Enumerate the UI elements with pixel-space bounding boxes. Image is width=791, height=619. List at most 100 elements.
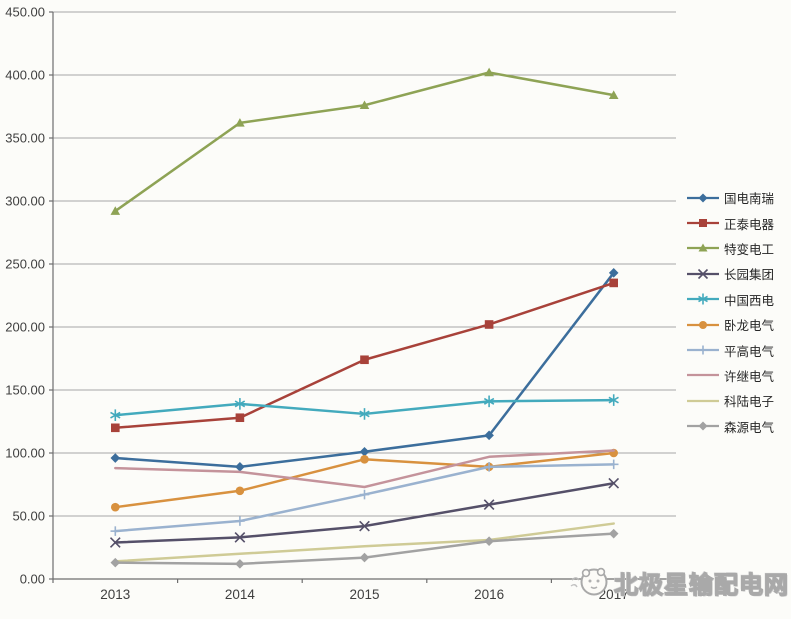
data-point-marker [234,532,246,543]
data-point-marker [235,462,245,472]
series-2 [110,67,619,215]
data-point-marker [697,268,709,279]
data-point-marker [608,477,620,489]
data-point-marker [111,423,120,433]
chart-legend: 国电南瑞正泰电器特变电工长园集团中国西电卧龙电气平高电气许继电气科陆电子森源电气 [686,185,791,439]
data-point-marker [699,219,707,228]
legend-item: 正泰电器 [686,210,791,235]
data-point-marker [235,486,245,496]
legend-marker [687,374,719,377]
legend-marker [687,399,719,402]
legend-marker [687,193,719,203]
y-tick-label: 200.00 [5,320,45,335]
legend-item: 特变电工 [686,236,791,261]
data-point-marker [484,536,494,546]
x-tick-label: 2013 [100,587,130,602]
legend-marker [687,293,719,305]
legend-label: 长园集团 [724,268,775,283]
legend-label: 卧龙电气 [724,319,775,334]
data-point-marker [608,268,619,278]
series-4 [110,394,619,421]
data-point-marker [359,410,370,418]
data-point-marker [235,559,245,569]
y-tick-label: 50.00 [12,509,45,524]
legend-label: 中国西电 [724,293,775,308]
legend-marker [687,320,719,329]
x-tick-label: 2014 [225,587,256,602]
series-line [114,281,615,430]
legend-marker [687,345,719,355]
series-8 [114,522,615,563]
y-tick-label: 400.00 [5,68,45,83]
data-point-marker [235,118,245,127]
data-point-marker [484,67,494,77]
legend-item: 许继电气 [686,363,791,388]
legend-label: 森源电气 [724,420,775,435]
x-tick-label: 2016 [474,587,504,602]
legend-item: 平高电气 [686,337,791,362]
legend-item: 科陆电子 [686,388,791,413]
data-point-marker [110,557,121,568]
series-line [114,271,615,469]
series-line [114,449,615,489]
legend-marker [687,219,719,228]
data-point-marker [110,453,121,463]
legend-marker [687,268,719,279]
data-point-marker [359,520,370,532]
data-point-marker [109,537,121,548]
data-point-marker [608,528,619,539]
data-point-marker [235,413,245,423]
data-point-marker [360,455,369,464]
data-point-marker [359,552,370,563]
legend-marker [687,421,719,431]
series-9 [110,528,619,569]
data-point-marker [608,90,619,99]
data-point-marker [608,396,619,404]
legend-label: 科陆电子 [724,395,775,410]
data-point-marker [699,320,707,329]
x-tick-label: 2017 [599,587,629,602]
data-point-marker [698,193,708,203]
data-point-marker [110,206,121,215]
legend-item: 森源电气 [686,414,791,439]
legend-marker [687,243,719,252]
data-point-marker [484,430,494,441]
y-tick-label: 250.00 [5,257,45,272]
legend-label: 特变电工 [724,242,775,257]
y-tick-label: 150.00 [5,383,45,398]
data-point-marker [110,411,121,419]
data-point-marker [483,397,495,405]
series-line [114,71,615,213]
legend-item: 卧龙电气 [686,312,791,337]
data-point-marker [483,499,495,511]
data-point-marker [234,400,246,408]
data-point-marker [698,295,708,303]
data-point-marker [359,100,370,110]
y-tick-label: 300.00 [5,194,45,209]
data-point-marker [698,243,708,252]
y-tick-label: 450.00 [5,5,45,20]
legend-label: 正泰电器 [724,217,775,232]
legend-label: 平高电气 [724,344,775,359]
data-point-marker [609,278,618,288]
x-tick-label: 2015 [349,587,379,602]
series-line [114,522,615,563]
data-point-marker [484,320,494,329]
data-point-marker [698,421,708,431]
data-point-marker [360,355,369,365]
legend-item: 中国西电 [686,287,791,312]
legend-item: 国电南瑞 [686,185,791,210]
data-point-marker [111,502,120,512]
legend-item: 长园集团 [686,261,791,286]
y-tick-label: 100.00 [5,446,45,461]
legend-label: 许继电气 [724,369,775,384]
series-1 [111,278,618,433]
legend-label: 国电南瑞 [724,192,775,207]
series-3 [109,477,620,548]
y-tick-label: 0.00 [20,572,45,587]
series-5 [111,448,618,512]
y-tick-label: 350.00 [5,131,45,146]
series-6 [110,459,619,536]
